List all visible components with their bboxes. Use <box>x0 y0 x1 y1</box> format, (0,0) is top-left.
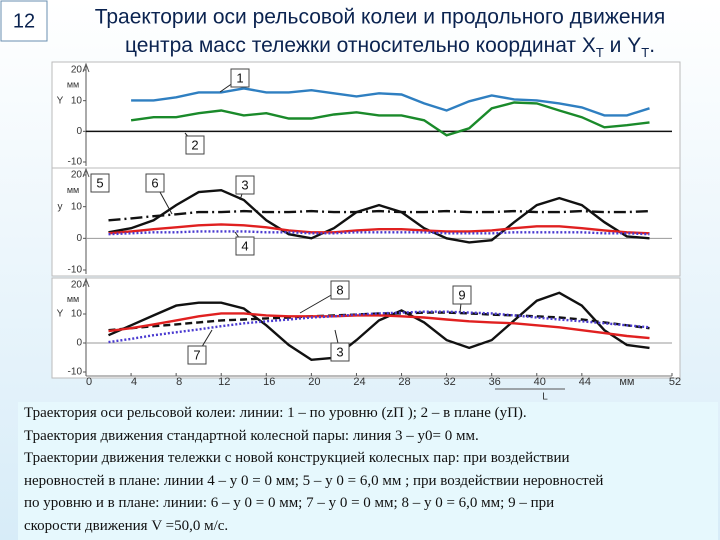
title-part: Т <box>596 45 604 60</box>
annotation-box <box>90 173 110 193</box>
y-label: Y <box>57 309 64 320</box>
x-tick-label: 4 <box>131 376 137 388</box>
title-part: . <box>649 34 655 57</box>
annotation: 3 <box>336 344 343 359</box>
title-part: центра масс тележки относительно координ… <box>125 34 596 57</box>
caption: Траектория оси рельсовой колеи: линии: 1… <box>18 402 718 540</box>
x-tick-label: 24 <box>353 376 365 388</box>
x-tick-label: 40 <box>534 376 546 388</box>
title: центра масс тележки относительно координ… <box>125 34 655 60</box>
y-axis-arrow <box>82 277 90 288</box>
annotation: 8 <box>336 282 343 297</box>
x-unit: мм <box>619 376 634 388</box>
y-tick-label: 0 <box>76 126 82 137</box>
annotation-box <box>187 345 207 365</box>
y-label: y <box>58 201 63 212</box>
x-tick-label: 0 <box>86 376 92 388</box>
y-axis-arrow <box>82 167 90 178</box>
y-tick-label: 10 <box>71 201 83 212</box>
panel-background <box>51 61 681 169</box>
x-tick-label: 28 <box>398 376 410 388</box>
y-axis-arrow <box>82 62 90 73</box>
y-tick-label: 20 <box>71 65 83 76</box>
title-part: Т <box>641 45 649 60</box>
x-tick-label: 20 <box>308 376 320 388</box>
x-tick-label: 44 <box>579 376 591 388</box>
annotation: 9 <box>458 287 465 302</box>
title: Траектории оси рельсовой колеи и продоль… <box>95 6 666 29</box>
annotation: 1 <box>236 70 243 85</box>
caption-line: Траектории движения тележки с новой конс… <box>24 450 570 466</box>
title-part: и Y <box>604 34 641 57</box>
page-number: 12 <box>13 10 35 32</box>
line-series <box>131 87 650 117</box>
annotation-box <box>145 173 165 193</box>
x-tick-label: 8 <box>176 376 182 388</box>
y-tick-label: 0 <box>76 233 82 244</box>
x-tick-label: 52 <box>669 376 681 388</box>
annotation-box <box>230 68 250 88</box>
annotation: 6 <box>151 175 158 190</box>
annotation: 7 <box>193 347 200 362</box>
annotation: 4 <box>241 238 248 253</box>
line-series <box>130 101 650 137</box>
annotation-box <box>235 175 255 195</box>
annotation: 2 <box>191 137 198 152</box>
line-series <box>108 312 650 340</box>
line-series <box>108 209 650 222</box>
x-tick-label: 12 <box>218 376 230 388</box>
page-number-box <box>0 0 48 42</box>
caption-line: скорости движения V =50,0 м/с. <box>24 517 229 534</box>
y-tick-label: 10 <box>71 95 83 106</box>
line-series <box>108 310 650 344</box>
chart-area: 12 Траектории оси рельсовой колеи и прод… <box>0 0 681 400</box>
y-tick-label: -10 <box>68 265 83 276</box>
caption-line: по уровню и в плане: линии: 6 – y 0 = 0 … <box>24 495 555 511</box>
annotation: 3 <box>241 177 248 192</box>
x-tick-label: 16 <box>263 376 275 388</box>
y-tick-label: 0 <box>76 338 82 349</box>
annotation: 5 <box>96 175 103 190</box>
y-unit: мм <box>67 185 79 195</box>
y-tick-label: 20 <box>71 280 83 291</box>
y-label: Y <box>57 95 64 106</box>
annotation-box <box>452 285 472 305</box>
x-tick-label: 32 <box>443 376 455 388</box>
annotation-box <box>185 135 205 155</box>
line-series <box>108 188 650 244</box>
y-tick-label: 10 <box>71 309 83 320</box>
y-tick-label: 20 <box>71 170 83 181</box>
annotation-box <box>330 280 350 300</box>
caption-line: неровностей в плане: линии 4 – y 0 = 0 м… <box>24 472 604 489</box>
line-series <box>108 311 650 332</box>
x-label: L <box>542 392 548 400</box>
caption-line: Траектория оси рельсовой колеи: линии: 1… <box>24 405 527 421</box>
panel-background <box>51 277 681 379</box>
x-tick-label: 36 <box>489 376 501 388</box>
y-tick-label: -10 <box>68 367 83 378</box>
line-series <box>108 223 650 235</box>
y-tick-label: -10 <box>68 157 83 168</box>
caption-line: Траектория движения стандартной колесной… <box>24 427 479 444</box>
annotation-box <box>330 342 350 362</box>
y-unit: мм <box>67 294 79 304</box>
line-series <box>108 291 650 362</box>
annotation-box <box>235 236 255 256</box>
y-unit: мм <box>67 80 79 90</box>
